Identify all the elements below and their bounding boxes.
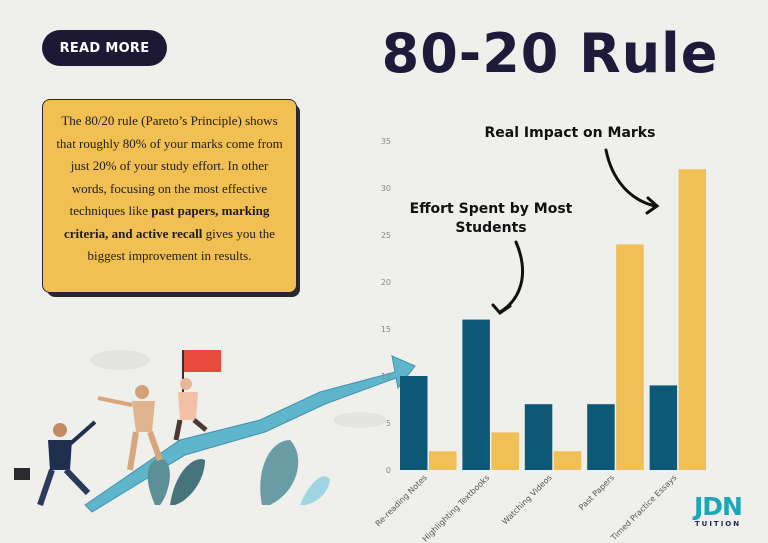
logo-mark: JDN [694,492,743,521]
bar [524,404,553,470]
bar [462,319,490,470]
y-tick-label: 5 [386,419,391,428]
bold-text: past papers, marking criteria, and activ… [64,203,270,241]
bar [400,376,428,470]
body-text: The 80/20 rule (Pareto’s Principle) show… [56,113,283,218]
series-annotation: Effort Spent by Most Students [409,201,573,236]
body-text: gives you the biggest improvement in res… [87,225,275,264]
bar [491,432,519,470]
bar [649,385,678,470]
x-tick-label: Timed Practice Essays [609,473,679,543]
y-tick-label: 25 [381,231,391,240]
x-tick-label: Highlighting Textbooks [421,473,492,543]
bar [678,169,707,470]
read-more-button[interactable]: READ MORE [42,30,167,66]
x-tick-label: Re-reading Notes [374,473,429,528]
page-title: 80-20 Rule [381,22,719,85]
y-tick-label: 30 [381,184,391,193]
logo-text: TUITION [694,520,742,528]
illustration [14,350,416,513]
x-tick-label: Past Papers [577,473,616,512]
x-tick-label: Watching Videos [500,473,553,526]
logo: JDN TUITION [682,492,754,529]
y-tick-label: 10 [381,372,391,381]
y-tick-label: 15 [381,325,391,334]
bar [429,451,457,470]
bar [616,244,644,470]
text-box: The 80/20 rule (Pareto’s Principle) show… [42,99,297,293]
y-tick-label: 20 [381,278,391,287]
series-annotation: Real Impact on Marks [484,125,656,141]
bar [587,404,615,470]
y-tick-label: 35 [381,137,391,146]
bar [553,451,582,470]
y-tick-label: 0 [386,466,391,475]
annotation-arrows [491,148,660,316]
